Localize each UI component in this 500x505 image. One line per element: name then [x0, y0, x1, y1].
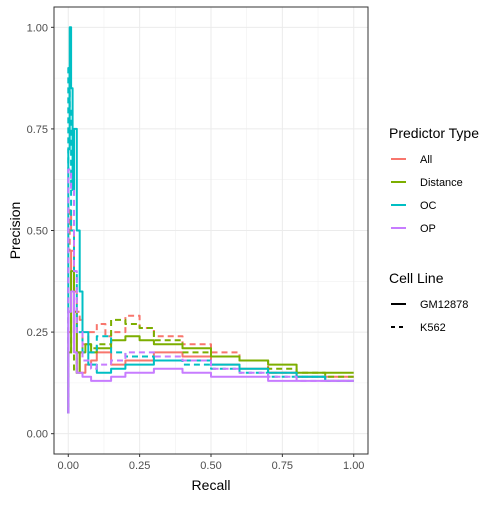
legend-label: OC [420, 200, 437, 212]
axes: 0.00 0.25 0.50 0.75 1.00 0.00 0.25 0.50 0.75 1.00… [7, 22, 364, 493]
y-tick-label: 1.00 [27, 22, 48, 34]
x-tick-label: 0.25 [129, 460, 150, 472]
legend-title: Predictor Type [389, 125, 479, 141]
legend-title: Cell Line [389, 270, 444, 286]
y-tick-label: 0.00 [27, 429, 48, 441]
series-line-op-k562 [67, 168, 354, 414]
series-lines [67, 26, 354, 414]
series-line-oc-k562 [67, 67, 354, 414]
x-tick-label: 0.75 [272, 460, 293, 472]
y-tick-label: 0.50 [27, 226, 48, 238]
x-axis-title: Recall [192, 477, 231, 493]
x-tick-label: 0.50 [200, 460, 221, 472]
legend: Predictor Type All Distance OC OP Cell Line GM… [389, 125, 479, 334]
legend-label: All [420, 154, 432, 166]
x-tick-label: 1.00 [343, 460, 364, 472]
legend-label: Distance [420, 177, 463, 189]
legend-label: K562 [420, 322, 446, 334]
legend-label: OP [420, 223, 436, 235]
legend-label: GM12878 [420, 299, 468, 311]
x-tick-label: 0.00 [58, 460, 79, 472]
y-tick-label: 0.25 [27, 327, 48, 339]
y-axis-title: Precision [7, 202, 23, 260]
y-tick-label: 0.75 [27, 124, 48, 136]
